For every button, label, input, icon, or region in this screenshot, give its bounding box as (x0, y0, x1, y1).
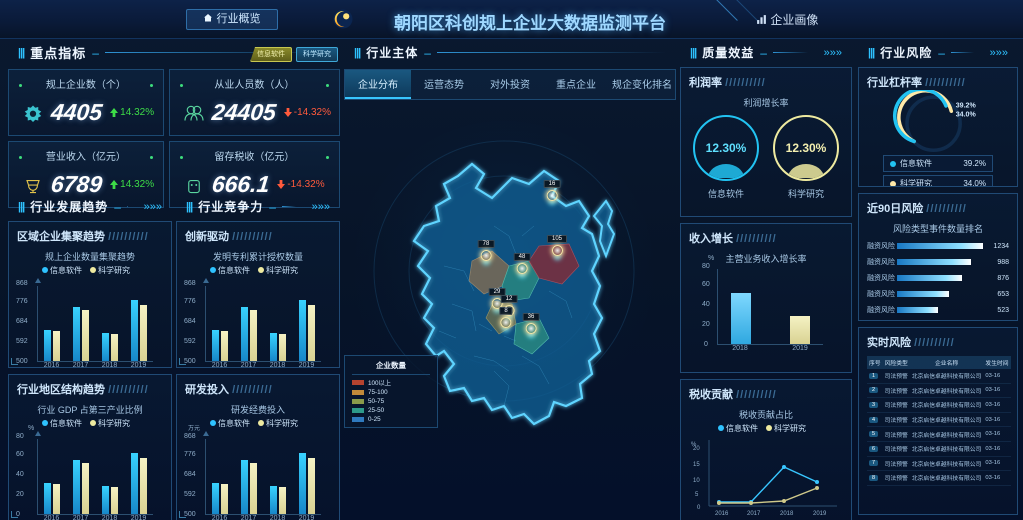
svg-text:2018: 2018 (780, 511, 794, 517)
svg-text:10: 10 (693, 478, 700, 484)
svg-text:2019: 2019 (813, 511, 827, 517)
svg-text:20: 20 (693, 446, 700, 452)
svg-text:34.0%: 34.0% (956, 111, 977, 119)
svg-text:2017: 2017 (747, 511, 761, 517)
svg-text:39.2%: 39.2% (956, 102, 977, 110)
svg-text:5: 5 (695, 492, 699, 498)
svg-text:15: 15 (693, 462, 700, 468)
svg-text:0: 0 (697, 505, 701, 511)
svg-text:2016: 2016 (715, 511, 729, 517)
